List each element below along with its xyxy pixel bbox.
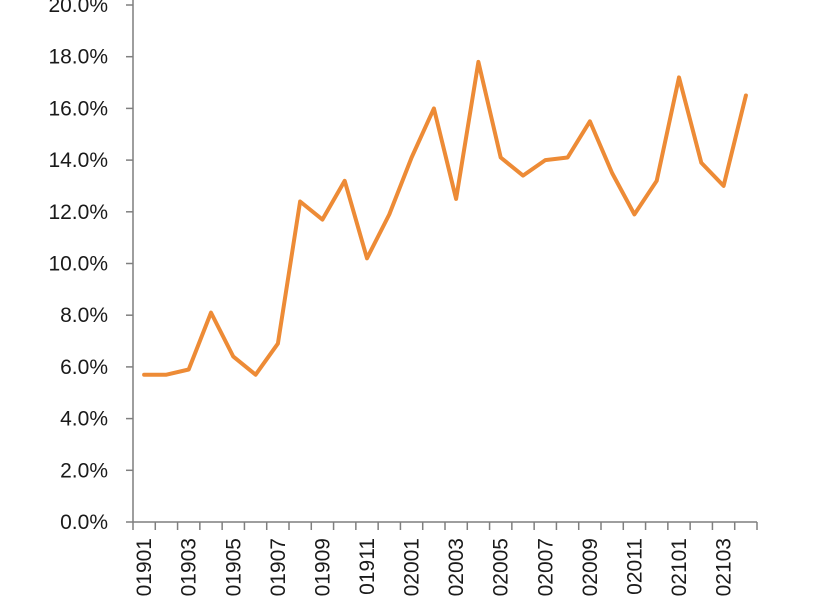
data-point [231,355,235,359]
data-point [254,373,258,377]
data-point [432,106,436,110]
x-tick-label: 02011 [623,538,646,595]
y-tick-label: 0.0% [60,511,108,534]
y-tick-label: 18.0% [48,46,108,69]
data-point [387,212,391,216]
data-point [566,156,570,160]
data-point [343,179,347,183]
x-tick-label: 02001 [401,538,424,596]
data-point [476,60,480,64]
y-tick-label: 6.0% [60,356,108,379]
data-point [632,212,636,216]
x-tick-label: 01907 [267,538,290,596]
y-tick-label: 10.0% [48,253,108,276]
data-point [744,93,748,97]
x-tick-label: 02005 [490,538,513,596]
x-tick-label: 01909 [311,538,334,596]
y-tick-label: 14.0% [48,149,108,172]
data-point [655,179,659,183]
data-point [588,119,592,123]
x-tick-label: 01911 [356,538,379,595]
x-tick-label: 01901 [133,538,156,596]
data-point [142,373,146,377]
x-tick-label: 02007 [534,538,557,596]
data-point [365,256,369,260]
data-point [543,158,547,162]
y-tick-label: 2.0% [60,459,108,482]
series-line [142,59,748,377]
x-tick-label: 01903 [178,538,201,596]
data-point [209,311,213,315]
x-axis: 01901 01903 01905 01907 01909 01911 02001 02003… [132,521,758,596]
y-tick-label: 12.0% [48,201,108,224]
y-tick-label: 16.0% [48,97,108,120]
data-point [410,156,414,160]
x-tick-label: 01905 [222,538,245,596]
data-point [320,218,324,222]
x-tick-label: 02101 [668,538,691,596]
data-point [610,171,614,175]
data-point [187,367,191,371]
data-point [722,184,726,188]
data-point [298,199,302,203]
data-point [276,342,280,346]
y-tick-label: 8.0% [60,304,108,327]
x-tick-label: 02103 [713,538,736,596]
data-point [164,373,168,377]
series-layer [142,59,748,377]
y-axis: 0.0% 2.0% 4.0% 6.0% 8.0% 10.0% 12.0% 14.0% 16.0%… [48,0,134,534]
x-tick-label: 02009 [579,538,602,596]
y-tick-label: 4.0% [60,408,108,431]
data-point [521,174,525,178]
data-point [499,156,503,160]
y-tick-label: 20.0% [48,0,108,17]
data-point [699,161,703,165]
data-point [454,197,458,201]
x-tick-label: 02003 [445,538,468,596]
data-point [677,75,681,79]
